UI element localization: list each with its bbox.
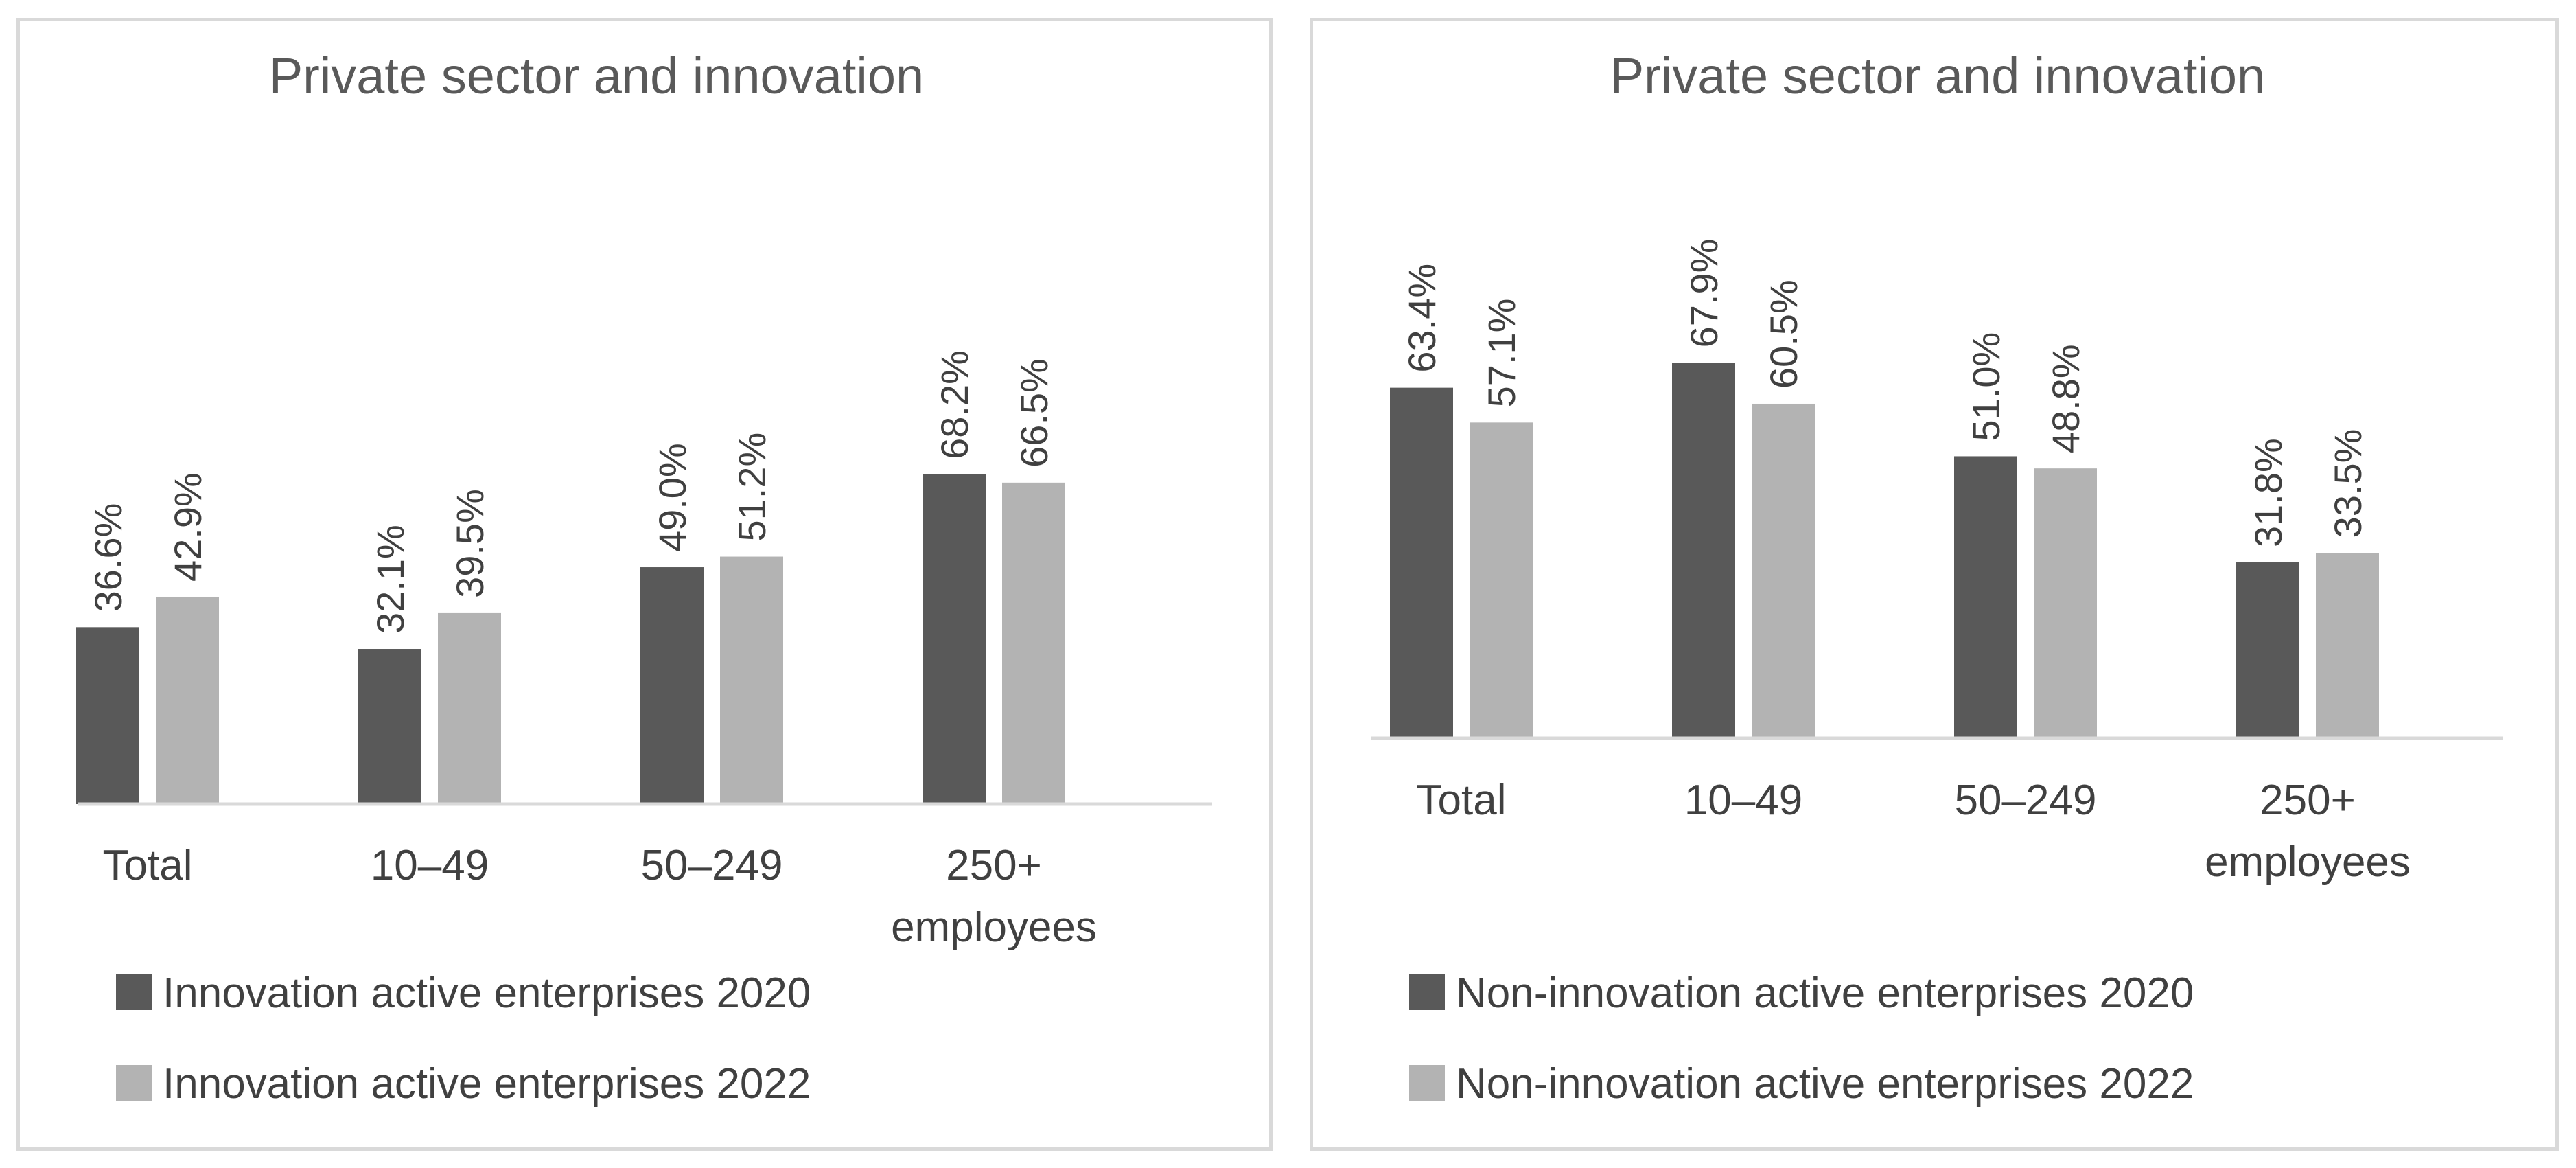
data-label: 67.9% [1682,239,1726,348]
data-label: 33.5% [2326,429,2369,538]
x-tick-label-line: Total [1417,777,1507,824]
x-tick-label-line: 250+ [946,842,1042,889]
chart-panel-non-innovation-active: Private sector and innovation 63.4% 57.1% T… [1310,18,2559,1151]
x-tick-label-line: 10–49 [1684,777,1802,824]
data-label: 57.1% [1480,299,1523,408]
bar-2022 [1752,403,1815,738]
x-tick-label: 10–49 [1684,777,1802,824]
x-tick-label-line: employees [891,904,1097,951]
x-tick-label: 50–249 [1955,777,2097,824]
data-label: 68.2% [933,350,976,459]
legend-label: Non-innovation active enterprises 2020 [1456,970,2194,1017]
legend-label: Innovation active enterprises 2022 [163,1060,811,1108]
data-label: 42.9% [166,472,209,582]
bar-2022 [1002,482,1065,804]
x-tick-label: Total [1417,777,1507,824]
bar-2022 [438,612,501,804]
data-label: 31.8% [2247,438,2290,547]
data-label: 49.0% [651,443,694,552]
bar-2020 [1390,387,1453,738]
data-label: 48.8% [2044,344,2087,453]
data-label: 39.5% [448,489,491,598]
bar-2020 [1954,456,2017,738]
x-tick-label: 250+ employees [891,842,1097,951]
legend-swatch [116,1065,152,1101]
x-tick-label-line: 10–49 [371,842,489,889]
bar-2022 [2316,553,2379,738]
data-label: 66.5% [1012,358,1056,468]
bar-2020 [923,474,986,804]
legend-label: Innovation active enterprises 2020 [163,970,811,1017]
data-label: 51.2% [730,433,774,542]
bar-2020 [1672,363,1735,738]
bar-2020 [76,627,139,804]
chart-svg: Private sector and innovation 63.4% 57.1% T… [1371,47,2503,1108]
x-tick-label-line: Total [103,842,193,889]
chart-panel-innovation-active: Private sector and innovation 36.6% 42.9% T… [16,18,1273,1151]
bar-2022 [1470,422,1533,738]
legend-swatch [1409,1065,1445,1101]
data-label: 60.5% [1762,279,1805,389]
legend-swatch [1409,974,1445,1010]
bar-2022 [156,596,219,804]
x-tick-label: 50–249 [641,842,783,889]
x-tick-label-line: 50–249 [641,842,783,889]
data-label: 36.6% [86,503,130,612]
legend-label: Non-innovation active enterprises 2022 [1456,1060,2194,1108]
chart-title: Private sector and innovation [1610,47,2265,104]
x-tick-label-line: employees [2205,838,2411,886]
chart-svg: Private sector and innovation 36.6% 42.9% T… [76,47,1212,1108]
data-label: 51.0% [1964,332,2008,442]
x-tick-label: 250+ employees [2205,777,2411,886]
bar-2020 [2236,562,2299,738]
data-label: 63.4% [1400,264,1443,373]
legend-swatch [116,974,152,1010]
x-tick-label-line: 250+ [2260,777,2356,824]
x-tick-label-line: 50–249 [1955,777,2097,824]
bar-2022 [2034,468,2097,738]
bar-2020 [640,567,704,804]
bar-2020 [358,649,421,804]
data-label: 32.1% [369,525,412,634]
chart-title: Private sector and innovation [269,47,924,104]
x-tick-label: Total [103,842,193,889]
x-tick-label: 10–49 [371,842,489,889]
bar-2022 [720,556,783,804]
